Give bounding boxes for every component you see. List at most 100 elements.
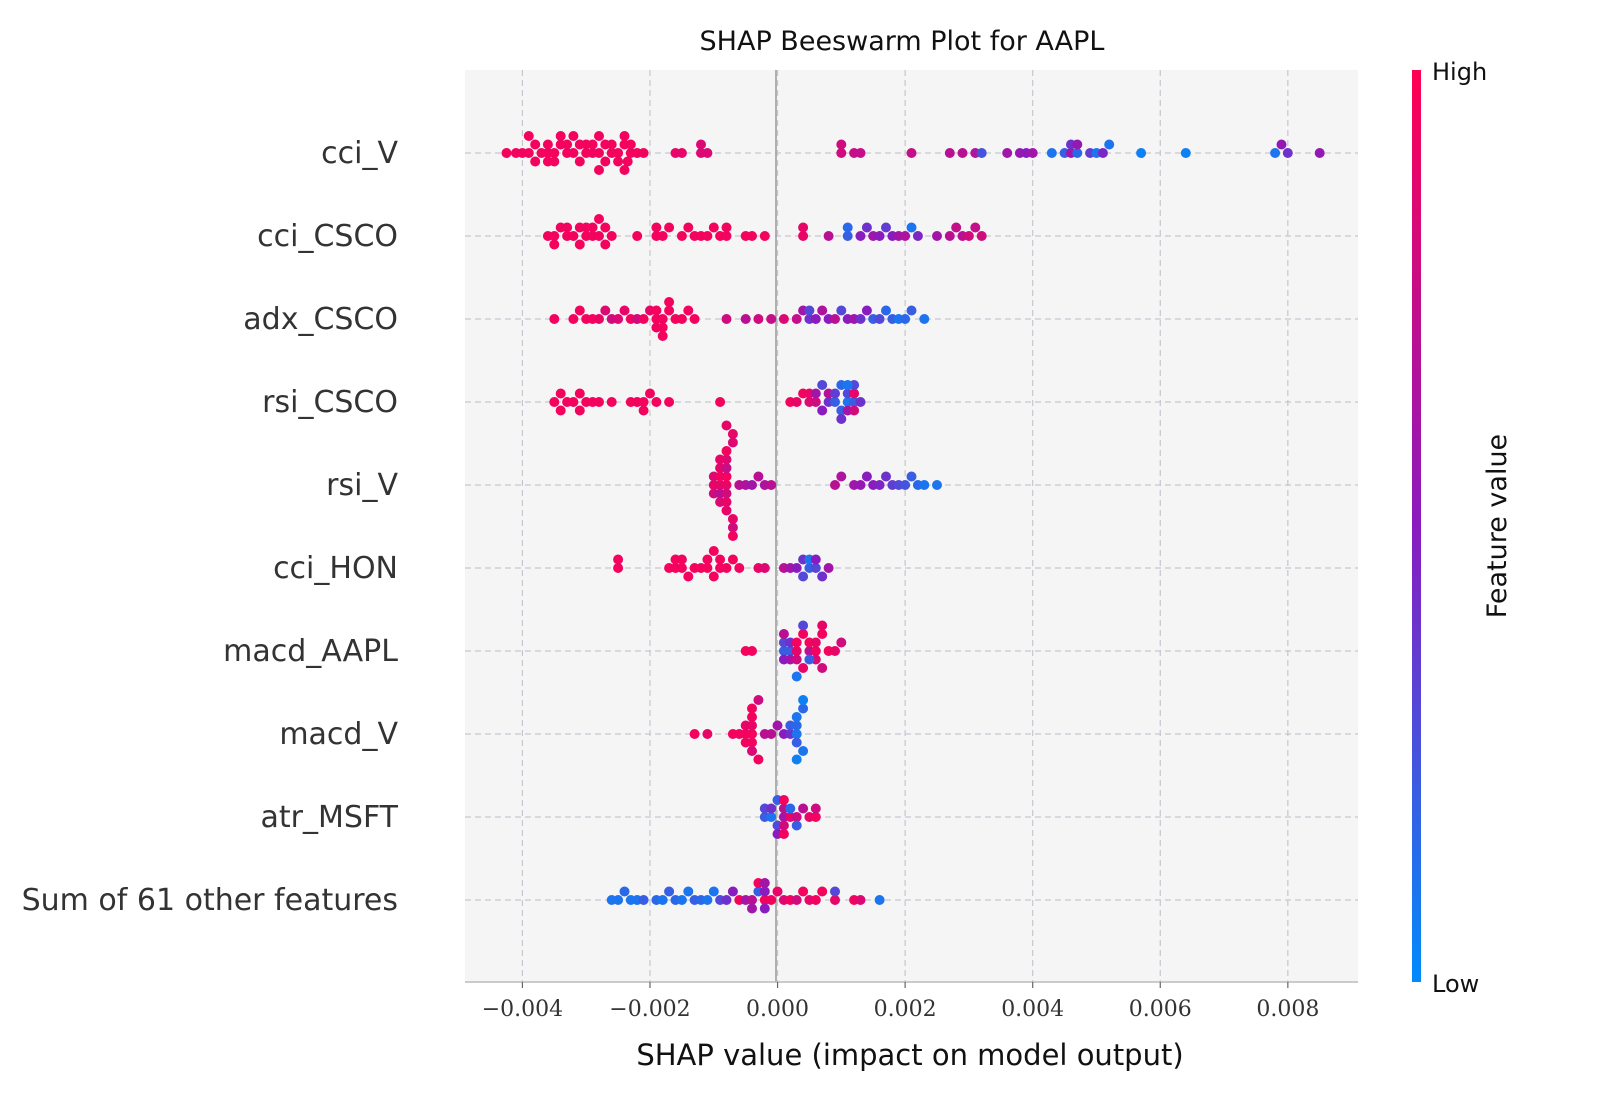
shap-point xyxy=(881,305,891,316)
shap-point xyxy=(855,231,866,241)
shap-point xyxy=(530,156,541,167)
shap-point xyxy=(702,729,713,739)
shap-point xyxy=(562,139,573,150)
shap-point xyxy=(900,480,911,490)
shap-point xyxy=(1314,148,1325,158)
shap-point xyxy=(581,222,592,233)
shap-point xyxy=(753,314,764,324)
shap-point xyxy=(778,820,789,831)
shap-point xyxy=(855,148,866,158)
shap-point xyxy=(664,886,675,897)
x-tick-label: 0.006 xyxy=(1129,997,1192,1022)
colorbar-high-label: High xyxy=(1432,58,1487,86)
shap-point xyxy=(606,231,617,241)
feature-label: Sum of 61 other features xyxy=(22,883,398,918)
shap-point xyxy=(727,437,738,448)
shap-point xyxy=(651,397,662,407)
shap-point xyxy=(574,239,585,250)
shap-point xyxy=(766,729,777,739)
shap-point xyxy=(702,231,713,241)
shap-point xyxy=(804,654,815,665)
shap-point xyxy=(715,454,726,465)
shap-point xyxy=(874,314,885,324)
shap-point xyxy=(810,803,821,814)
shap-point xyxy=(791,646,802,656)
shap-point xyxy=(721,488,732,499)
shap-point xyxy=(817,571,828,582)
shap-point xyxy=(798,222,809,233)
shap-point xyxy=(600,222,611,233)
shap-point xyxy=(836,414,847,424)
feature-label: cci_HON xyxy=(273,551,398,586)
shap-point xyxy=(721,222,732,233)
shap-point xyxy=(932,231,942,241)
shap-point xyxy=(1270,148,1281,158)
shap-point xyxy=(676,148,687,158)
shap-point xyxy=(721,895,732,905)
shap-point xyxy=(906,222,917,233)
shap-point xyxy=(530,139,541,150)
shap-point xyxy=(1180,148,1191,158)
shap-point xyxy=(855,314,866,324)
shap-point xyxy=(817,620,828,631)
shap-point xyxy=(766,803,777,814)
shap-point xyxy=(791,637,802,648)
shap-point xyxy=(664,397,675,407)
shap-point xyxy=(555,131,566,141)
shap-point xyxy=(919,480,930,490)
shap-point xyxy=(689,729,700,739)
shap-point xyxy=(817,405,828,416)
shap-point xyxy=(638,314,649,324)
shap-point xyxy=(747,231,757,241)
shap-point xyxy=(501,148,512,158)
shap-point xyxy=(747,720,757,731)
shap-point xyxy=(581,139,592,150)
feature-label: atr_MSFT xyxy=(261,800,399,835)
shap-point xyxy=(753,754,764,765)
shap-point xyxy=(683,571,694,582)
shap-point xyxy=(874,480,885,490)
shap-point xyxy=(727,514,738,524)
shap-point xyxy=(555,388,566,399)
shap-point xyxy=(523,148,534,158)
shap-point xyxy=(830,388,840,399)
shap-point xyxy=(855,480,866,490)
shap-point xyxy=(766,812,777,822)
shap-point xyxy=(810,637,821,648)
shap-point xyxy=(798,620,809,631)
shap-point xyxy=(683,222,694,233)
feature-label: rsi_V xyxy=(326,468,398,503)
shap-point xyxy=(810,388,821,399)
shap-point xyxy=(778,629,789,639)
shap-point xyxy=(772,720,783,731)
shap-point xyxy=(549,314,560,324)
shap-point xyxy=(619,886,630,897)
shap-point xyxy=(951,222,962,233)
shap-point xyxy=(574,305,585,316)
shap-point xyxy=(638,405,649,416)
shap-point xyxy=(549,231,560,241)
shap-point xyxy=(740,314,751,324)
shap-point xyxy=(753,471,764,482)
shap-point xyxy=(785,803,796,814)
shap-point xyxy=(810,397,821,407)
shap-point xyxy=(861,305,872,316)
shap-point xyxy=(568,397,579,407)
shap-point xyxy=(810,646,821,656)
shap-point xyxy=(817,305,828,316)
shap-point xyxy=(798,231,809,241)
shap-point xyxy=(676,554,687,565)
shap-point xyxy=(874,231,885,241)
shap-point xyxy=(766,895,777,905)
shap-point xyxy=(759,231,770,241)
shap-point xyxy=(810,314,821,324)
shap-point xyxy=(823,231,834,241)
shap-point xyxy=(568,231,579,241)
grid-lines xyxy=(465,70,1358,982)
beeswarm-points xyxy=(501,131,1325,914)
shap-point xyxy=(613,895,624,905)
shap-point xyxy=(957,148,968,158)
feature-labels: cci_V cci_CSCO adx_CSCO rsi_CSCO rsi_V cci_HO… xyxy=(22,136,399,918)
shap-point xyxy=(798,803,809,814)
shap-point xyxy=(734,563,745,573)
